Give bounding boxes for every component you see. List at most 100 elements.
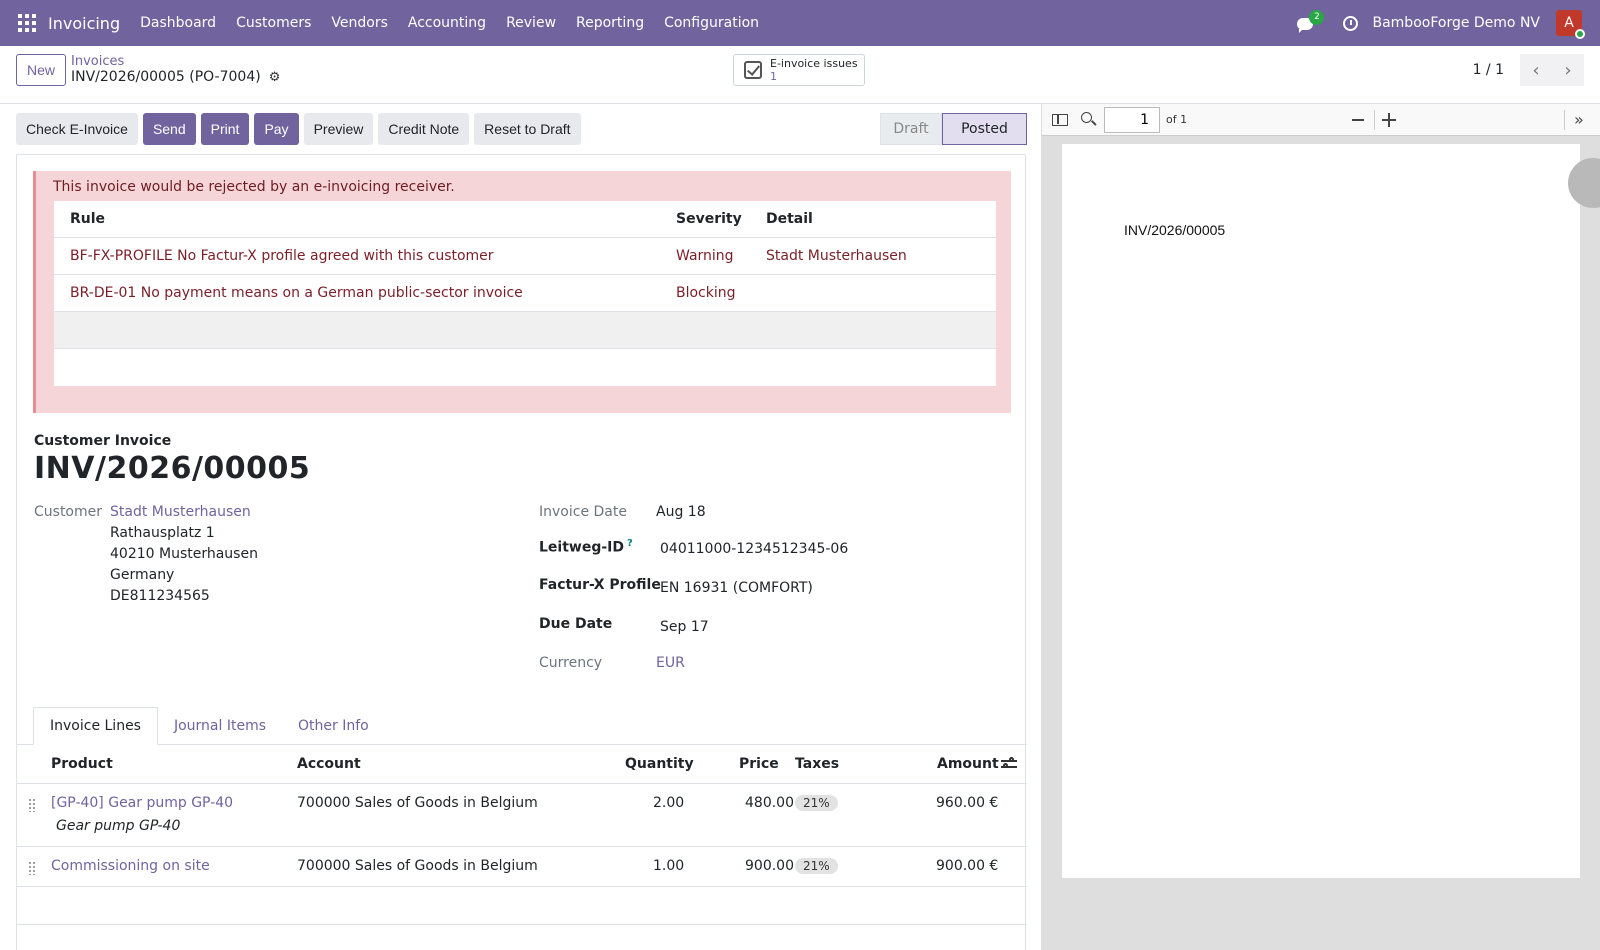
table-row[interactable]: Commissioning on site 700000 Sales of Go… xyxy=(17,848,1027,887)
tax-badge[interactable]: 21% xyxy=(795,858,838,874)
column-settings-icon[interactable] xyxy=(1001,757,1017,771)
online-status-dot xyxy=(1575,29,1585,39)
double-chevron-right-icon[interactable]: » xyxy=(1574,110,1584,129)
tab-journal-items[interactable]: Journal Items xyxy=(173,718,267,734)
facturx-profile-field[interactable]: EN 16931 (COMFORT) xyxy=(660,580,813,596)
sidebar-toggle-icon[interactable] xyxy=(1052,114,1068,126)
app-name[interactable]: Invoicing xyxy=(48,13,121,33)
invoice-date-field[interactable]: Aug 18 xyxy=(656,504,706,520)
einvoice-alert: This invoice would be rejected by an e-i… xyxy=(33,171,1011,413)
drag-handle-icon[interactable] xyxy=(28,798,36,812)
leitweg-label-text: Leitweg-ID xyxy=(539,539,624,556)
menu-reporting[interactable]: Reporting xyxy=(576,15,645,31)
company-switcher[interactable]: BambooForge Demo NV xyxy=(1372,15,1540,31)
header-detail: Detail xyxy=(766,211,813,227)
line-quantity[interactable]: 1.00 xyxy=(653,858,685,874)
search-icon[interactable] xyxy=(1081,112,1092,123)
header-rule: Rule xyxy=(70,211,106,227)
checkbox-icon xyxy=(744,61,762,79)
toolbar-separator xyxy=(1374,110,1375,130)
breadcrumb-invoices-link[interactable]: Invoices xyxy=(71,54,125,69)
header-account[interactable]: Account xyxy=(297,756,361,772)
clock-icon[interactable] xyxy=(1343,15,1359,31)
due-date-field[interactable]: Sep 17 xyxy=(660,619,709,635)
pager-next-button[interactable]: › xyxy=(1552,54,1584,86)
drag-handle-icon[interactable] xyxy=(28,861,36,875)
credit-note-button[interactable]: Credit Note xyxy=(378,113,470,145)
chat-icon[interactable]: 2 xyxy=(1297,9,1325,33)
line-price[interactable]: 900.00 xyxy=(745,858,794,874)
preview-button[interactable]: Preview xyxy=(303,113,374,145)
menu-vendors[interactable]: Vendors xyxy=(331,15,388,31)
detail-text: Stadt Musterhausen xyxy=(766,248,907,264)
pay-button[interactable]: Pay xyxy=(254,113,299,145)
reset-to-draft-button[interactable]: Reset to Draft xyxy=(474,113,581,145)
tab-invoice-lines[interactable]: Invoice Lines xyxy=(33,707,158,745)
empty-line-row[interactable] xyxy=(17,888,1027,925)
invoice-date-label: Invoice Date xyxy=(539,504,627,520)
lines-table-header: Product Account Quantity Price Taxes Amo… xyxy=(17,745,1027,784)
einvoice-issues-button[interactable]: E-invoice issues 1 xyxy=(733,54,865,86)
tax-badge[interactable]: 21% xyxy=(795,795,838,811)
help-icon[interactable]: ? xyxy=(627,538,633,549)
pager-value: 1 / 1 xyxy=(1472,62,1504,78)
header-severity: Severity xyxy=(676,211,742,227)
top-navbar: Invoicing Dashboard Customers Vendors Ac… xyxy=(0,0,1600,46)
print-button[interactable]: Print xyxy=(200,113,250,145)
header-taxes[interactable]: Taxes xyxy=(795,756,840,772)
breadcrumb-current-label: INV/2026/00005 (PO-7004) xyxy=(71,69,261,85)
zoom-in-icon[interactable] xyxy=(1382,113,1396,127)
leitweg-field[interactable]: 04011000-1234512345-06 xyxy=(660,541,849,557)
status-posted[interactable]: Posted xyxy=(942,113,1027,145)
menu-review[interactable]: Review xyxy=(506,15,557,31)
pane-divider[interactable] xyxy=(1041,104,1042,950)
line-account[interactable]: 700000 Sales of Goods in Belgium xyxy=(297,795,538,811)
address-line-street: Rathausplatz 1 xyxy=(110,525,215,541)
header-price[interactable]: Price xyxy=(739,756,779,772)
menu-configuration[interactable]: Configuration xyxy=(664,15,760,31)
tabs-divider xyxy=(17,744,1027,745)
pdf-toolbar: of 1 » xyxy=(1042,104,1600,136)
page-number-input[interactable] xyxy=(1104,107,1160,133)
empty-row xyxy=(54,312,996,349)
action-bar: Check E-Invoice Send Print Pay Preview C… xyxy=(16,113,586,145)
customer-link[interactable]: Stadt Musterhausen xyxy=(110,504,251,520)
table-row[interactable]: [GP-40] Gear pump GP-40 Gear pump GP-40 … xyxy=(17,785,1027,847)
menu-accounting[interactable]: Accounting xyxy=(407,15,487,31)
pager-previous-button[interactable]: ‹ xyxy=(1520,54,1552,86)
invoice-number-title: INV/2026/00005 xyxy=(34,451,311,486)
menu-customers[interactable]: Customers xyxy=(236,15,312,31)
line-product[interactable]: [GP-40] Gear pump GP-40 xyxy=(51,795,234,811)
line-price[interactable]: 480.00 xyxy=(745,795,794,811)
line-product[interactable]: Commissioning on site xyxy=(51,858,210,874)
currency-field[interactable]: EUR xyxy=(656,655,685,671)
rules-table: Rule Severity Detail BF-FX-PROFILE No Fa… xyxy=(54,201,996,386)
status-bar: Draft Posted xyxy=(880,113,1027,145)
breadcrumb: Invoices INV/2026/00005 (PO-7004) ⚙ xyxy=(71,54,280,85)
menu-dashboard[interactable]: Dashboard xyxy=(140,15,217,31)
header-product[interactable]: Product xyxy=(51,756,113,772)
chevron-left-icon: ‹ xyxy=(1532,59,1540,81)
pdf-page: INV/2026/00005 xyxy=(1062,144,1580,878)
line-account[interactable]: 700000 Sales of Goods in Belgium xyxy=(297,858,538,874)
apps-grid-icon[interactable] xyxy=(18,14,36,32)
status-draft[interactable]: Draft xyxy=(880,113,942,145)
header-amount[interactable]: Amount xyxy=(937,756,999,772)
table-row[interactable]: BR-DE-01 No payment means on a German pu… xyxy=(54,275,996,312)
table-row[interactable]: BF-FX-PROFILE No Factur-X profile agreed… xyxy=(54,238,996,275)
check-einvoice-button[interactable]: Check E-Invoice xyxy=(16,113,138,145)
zoom-out-icon[interactable] xyxy=(1352,119,1364,121)
chat-count-badge: 2 xyxy=(1309,9,1325,25)
new-button[interactable]: New xyxy=(16,54,67,86)
control-panel: New Invoices INV/2026/00005 (PO-7004) ⚙ … xyxy=(0,46,1600,104)
line-amount: 900.00 € xyxy=(936,858,999,874)
send-button[interactable]: Send xyxy=(142,113,196,145)
line-quantity[interactable]: 2.00 xyxy=(653,795,685,811)
document-type: Customer Invoice xyxy=(34,433,172,449)
line-amount: 960.00 € xyxy=(936,795,999,811)
gear-icon[interactable]: ⚙ xyxy=(268,69,281,85)
tab-other-info[interactable]: Other Info xyxy=(298,718,369,734)
user-avatar[interactable]: A xyxy=(1556,10,1585,39)
header-quantity[interactable]: Quantity xyxy=(625,756,694,772)
line-description[interactable]: Gear pump GP-40 xyxy=(56,818,181,834)
